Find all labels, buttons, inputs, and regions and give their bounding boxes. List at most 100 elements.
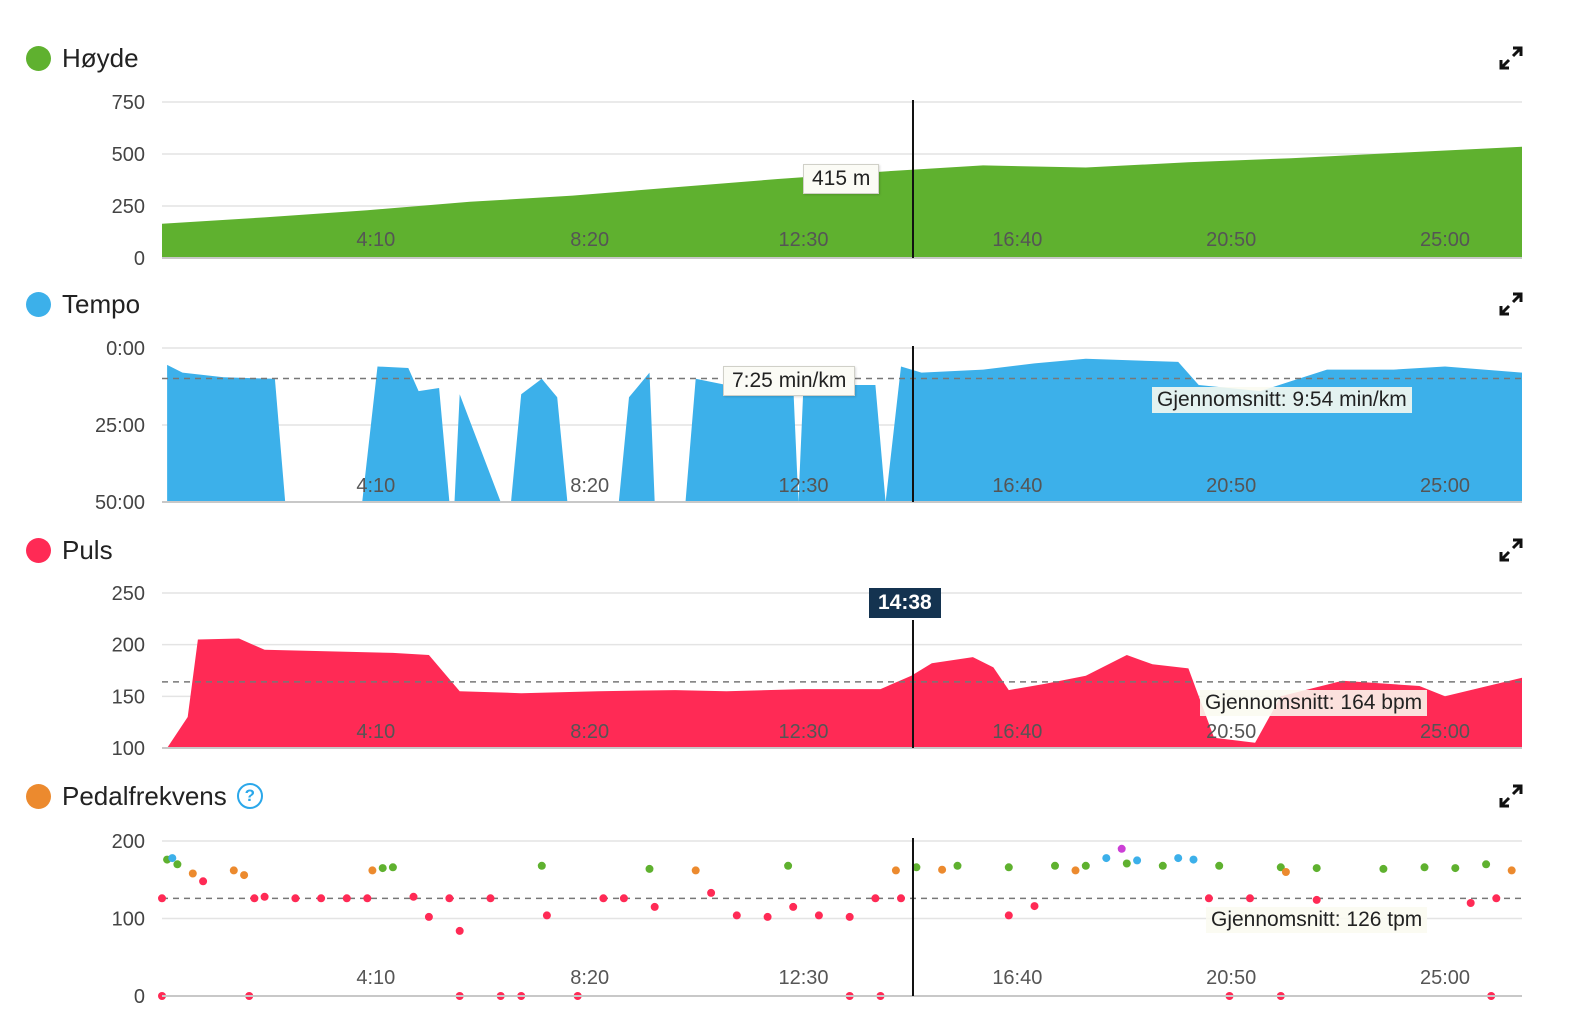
cadence-point: [1189, 855, 1198, 864]
cadence-point: [378, 864, 387, 873]
y-tick-label: 0: [134, 248, 145, 270]
cadence-point: [1081, 861, 1090, 870]
cadence-point: [1030, 902, 1039, 911]
y-tick-label: 750: [112, 92, 145, 114]
cadence-point: [619, 894, 628, 903]
cadence-point: [1133, 856, 1142, 865]
panel-header: Pedalfrekvens ?: [26, 776, 263, 816]
elevation-tooltip: 415 m: [802, 164, 880, 194]
cadence-point: [1281, 868, 1290, 876]
x-tick-label: 25:00: [1420, 967, 1470, 989]
y-tick-label: 100: [112, 738, 145, 760]
cadence-point: [1312, 895, 1321, 904]
panel-header: Høyde: [26, 38, 139, 78]
cadence-point: [732, 911, 741, 920]
x-tick-label: 16:40: [992, 475, 1042, 497]
panel-title: Pedalfrekvens: [62, 780, 227, 811]
x-tick-label: 4:10: [356, 967, 395, 989]
cadence-point: [317, 894, 326, 903]
x-tick-label: 8:20: [570, 967, 609, 989]
x-tick-label: 12:30: [778, 721, 828, 743]
area-series: [162, 146, 1522, 258]
cadence-point: [445, 894, 454, 903]
panel-pedal: Pedalfrekvens ? 200 100 0 4:10 8:20 12:30 16:4…: [0, 776, 1570, 1022]
cadence-point: [542, 911, 551, 920]
x-tick-label: 20:50: [1206, 475, 1256, 497]
expand-icon[interactable]: [1497, 782, 1525, 810]
cadence-point: [1102, 854, 1111, 863]
cadence-point: [424, 912, 433, 921]
expand-icon[interactable]: [1497, 44, 1525, 72]
cadence-point: [1451, 864, 1460, 873]
x-tick-label: 25:00: [1420, 475, 1470, 497]
cadence-point: [707, 888, 716, 897]
cadence-point: [260, 892, 269, 901]
legend-dot: [26, 783, 51, 809]
y-tick-label: 250: [112, 196, 145, 218]
y-tick-label: 0: [134, 986, 145, 1008]
panel-tempo: Tempo 0:00 25:00 50:00 4:10 8:20 12:30 16:40 20…: [0, 284, 1570, 530]
cadence-point: [229, 866, 238, 875]
x-tick-label: 12:30: [778, 967, 828, 989]
question-circle-icon[interactable]: ?: [236, 783, 263, 809]
expand-icon[interactable]: [1497, 536, 1525, 564]
x-tick-label: 8:20: [570, 229, 609, 251]
crosshair-time-badge: 14:38: [868, 588, 941, 618]
panel-title: Tempo: [62, 288, 141, 319]
cadence-point: [1204, 894, 1213, 903]
x-tick-label: 25:00: [1420, 721, 1470, 743]
y-tick-label: 100: [112, 909, 145, 931]
cadence-point: [486, 894, 495, 903]
cadence-point: [1004, 863, 1013, 872]
panel-header: Tempo: [26, 284, 140, 324]
cadence-point: [1379, 864, 1388, 873]
cadence-point: [1420, 863, 1429, 872]
cadence-point: [938, 865, 947, 874]
cadence-point: [291, 894, 300, 903]
heart-rate-chart: 250 200 150 100 4:10 8:20 12:30 16:40 20:50 25:00: [112, 583, 1523, 760]
cadence-point: [1507, 866, 1516, 875]
cadence-point: [645, 864, 654, 873]
cadence-point: [1174, 854, 1183, 863]
x-tick-label: 4:10: [356, 475, 395, 497]
cadence-point: [1004, 911, 1013, 920]
x-tick-label: 25:00: [1420, 229, 1470, 251]
y-tick-label: 200: [112, 831, 145, 853]
cadence-point: [763, 912, 772, 921]
x-tick-label: 4:10: [356, 229, 395, 251]
cadence-point: [1051, 861, 1059, 870]
cadence-point: [199, 877, 208, 886]
cadence-point: [250, 894, 259, 903]
x-tick-label: 20:50: [1206, 721, 1256, 743]
x-tick-label: 8:20: [570, 721, 609, 743]
cadence-point: [784, 861, 793, 870]
x-tick-label: 20:50: [1206, 967, 1256, 989]
panel-title: Puls: [62, 534, 113, 565]
y-tick-label: 250: [112, 583, 145, 605]
cadence-point: [1117, 844, 1126, 853]
cadence-point: [953, 861, 962, 870]
cadence-point: [168, 854, 177, 863]
legend-dot: [26, 537, 51, 563]
cadence-point: [912, 863, 921, 872]
legend-dot: [26, 45, 51, 71]
panel-hoyde: Høyde 750 500 250 0 4:10 8:20 12:30 16:40 20:50 2…: [0, 38, 1570, 284]
cadence-chart: 200 100 0 4:10 8:20 12:30 16:40 20:50 25:00: [112, 831, 1522, 1008]
y-tick-label: 25:00: [95, 415, 145, 437]
x-tick-label: 4:10: [356, 721, 395, 743]
cadence-point: [368, 866, 377, 875]
cadence-point: [871, 894, 880, 903]
cadence-point: [455, 926, 464, 935]
panel-header: Puls: [26, 530, 113, 570]
y-tick-label: 500: [112, 144, 145, 166]
cadence-point: [173, 860, 182, 869]
heart-rate-average-label: Gjennomsnitt: 164 bpm: [1200, 689, 1428, 716]
cadence-point: [650, 902, 659, 911]
cadence-point: [1158, 861, 1167, 870]
cadence-point: [409, 892, 418, 901]
cadence-point: [1492, 894, 1501, 903]
expand-icon[interactable]: [1497, 290, 1525, 318]
cadence-point: [897, 894, 905, 903]
cadence-point: [1482, 860, 1491, 869]
x-tick-label: 16:40: [992, 229, 1042, 251]
